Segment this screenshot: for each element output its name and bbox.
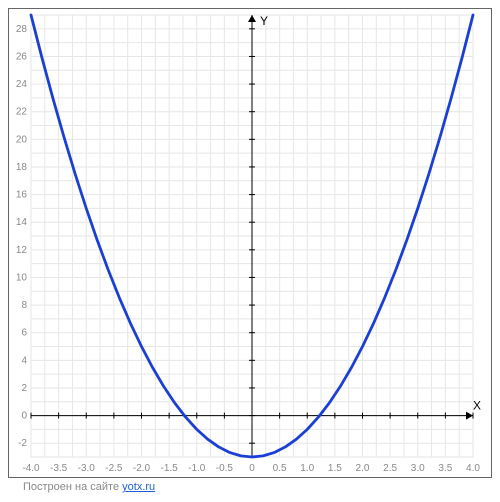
svg-text:2: 2 [21,383,27,394]
svg-text:24: 24 [16,79,28,90]
svg-text:26: 26 [16,51,28,62]
credit-link[interactable]: yotx.ru [122,481,155,493]
svg-text:0: 0 [249,463,255,474]
svg-text:20: 20 [16,134,28,145]
svg-text:0.5: 0.5 [273,463,287,474]
svg-text:4.0: 4.0 [466,463,480,474]
svg-text:10: 10 [16,272,28,283]
svg-text:2.0: 2.0 [356,463,370,474]
svg-text:14: 14 [16,217,28,228]
svg-text:8: 8 [21,300,27,311]
svg-text:-1.5: -1.5 [161,463,179,474]
svg-text:0: 0 [21,411,27,422]
svg-text:-4.0: -4.0 [22,463,40,474]
svg-text:12: 12 [16,245,28,256]
credit-text: Построен на сайте [23,481,122,493]
svg-text:-3.0: -3.0 [78,463,96,474]
credit-line: Построен на сайте yotx.ru [8,478,492,493]
parabola-chart: -4.0 -3.5 -3.0 -2.5 -2.0 -1.5 -1.0 -0.5 0 0.5 1.0 1… [9,9,491,477]
svg-text:-2.0: -2.0 [133,463,151,474]
svg-text:18: 18 [16,162,28,173]
svg-text:2.5: 2.5 [383,463,397,474]
svg-text:X: X [473,399,481,413]
svg-text:Y: Y [260,14,268,28]
svg-text:3.5: 3.5 [438,463,452,474]
svg-text:1.5: 1.5 [328,463,342,474]
svg-text:16: 16 [16,190,28,201]
svg-text:-1.0: -1.0 [188,463,206,474]
svg-text:-2: -2 [18,438,27,449]
svg-text:-2.5: -2.5 [105,463,123,474]
chart-container: -4.0 -3.5 -3.0 -2.5 -2.0 -1.5 -1.0 -0.5 0 0.5 1.0 1… [8,8,492,478]
svg-text:3.0: 3.0 [411,463,425,474]
svg-text:6: 6 [21,328,27,339]
svg-text:22: 22 [16,107,28,118]
svg-text:1.0: 1.0 [300,463,314,474]
svg-text:4: 4 [21,355,27,366]
svg-text:-0.5: -0.5 [216,463,234,474]
svg-text:28: 28 [16,24,28,35]
svg-text:-3.5: -3.5 [50,463,68,474]
